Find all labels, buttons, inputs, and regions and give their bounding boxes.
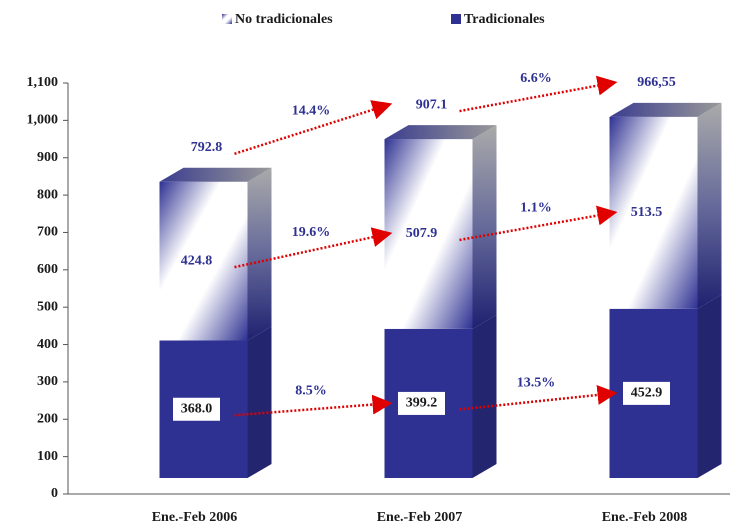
x-tick-label: Ene.-Feb 2008 <box>602 510 688 525</box>
value-label: 452.9 <box>631 386 663 401</box>
bar-side <box>697 294 722 478</box>
growth-arrow <box>234 394 393 417</box>
total-label: 907.1 <box>416 97 448 112</box>
bar-side <box>247 167 272 341</box>
growth-label: 6.6% <box>520 71 552 86</box>
total-label: 966,55 <box>637 75 676 90</box>
y-tick-label: 900 <box>37 150 58 165</box>
y-tick-label: 800 <box>37 187 58 202</box>
legend-label: No tradicionales <box>235 12 333 27</box>
value-label: 424.8 <box>181 253 213 268</box>
bar <box>609 116 698 309</box>
value-label: 368.0 <box>181 401 213 416</box>
growth-arrow <box>459 385 618 411</box>
y-tick-label: 100 <box>37 449 58 464</box>
bar-side <box>247 326 272 478</box>
x-tick-label: Ene.-Feb 2007 <box>377 510 463 525</box>
legend-label: Tradicionales <box>464 12 545 27</box>
growth-label: 14.4% <box>292 104 331 119</box>
y-tick-label: 400 <box>37 337 58 352</box>
value-label: 507.9 <box>406 226 438 241</box>
value-label: 513.5 <box>631 205 663 220</box>
value-label: 399.2 <box>406 396 438 411</box>
legend-swatch <box>451 14 461 24</box>
label-box <box>397 390 446 416</box>
bar-side <box>472 125 497 329</box>
y-tick-label: 0 <box>51 486 58 501</box>
legend-swatch <box>222 14 232 24</box>
growth-label: 13.5% <box>517 376 556 391</box>
bar-side <box>472 314 497 478</box>
bar-side <box>697 102 722 309</box>
total-label: 792.8 <box>191 140 223 155</box>
growth-arrow <box>459 75 618 113</box>
growth-label: 8.5% <box>295 384 327 399</box>
y-tick-label: 300 <box>37 374 58 389</box>
growth-label: 19.6% <box>292 225 331 240</box>
growth-arrow <box>234 100 393 155</box>
bar-top <box>159 167 272 182</box>
bar <box>384 139 473 329</box>
growth-arrow <box>459 205 618 242</box>
x-tick-label: Ene.-Feb 2006 <box>152 510 238 525</box>
y-tick-label: 600 <box>37 262 58 277</box>
y-tick-label: 1,100 <box>27 75 59 90</box>
bar-top <box>609 102 722 117</box>
y-tick-label: 700 <box>37 225 58 240</box>
label-box <box>622 380 671 406</box>
y-tick-label: 500 <box>37 299 58 314</box>
label-box <box>172 396 221 422</box>
y-tick-label: 200 <box>37 411 58 426</box>
bar-top <box>384 125 497 140</box>
y-tick-label: 1,000 <box>27 113 59 128</box>
growth-label: 1.1% <box>520 201 552 216</box>
bar <box>159 181 248 341</box>
